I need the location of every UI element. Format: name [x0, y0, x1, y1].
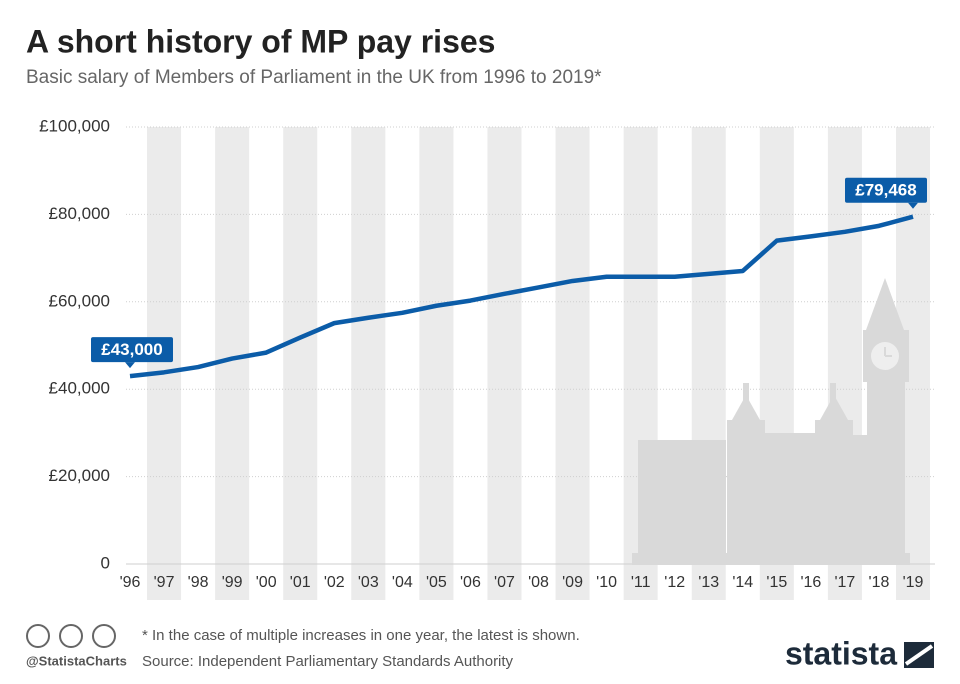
x-tick-label: '07 — [494, 574, 515, 591]
y-tick-label: £60,000 — [49, 291, 110, 310]
license-icons — [26, 624, 116, 648]
x-tick-label: '04 — [392, 574, 413, 591]
x-tick-label: '00 — [256, 574, 277, 591]
column-band — [351, 127, 386, 600]
value-label: £79,468 — [855, 181, 916, 200]
value-label-box — [91, 337, 173, 363]
y-tick-label: 0 — [101, 553, 110, 572]
x-tick-label: '15 — [766, 574, 787, 591]
y-tick-label: £80,000 — [49, 204, 110, 223]
x-tick-label: '05 — [426, 574, 447, 591]
x-tick-label: '97 — [154, 574, 175, 591]
value-label-pointer — [908, 202, 918, 209]
source: Source: Independent Parliamentary Standa… — [142, 653, 514, 670]
parliament-illustration — [632, 278, 910, 565]
y-tick-label: £20,000 — [49, 466, 110, 485]
x-tick-label: '06 — [460, 574, 481, 591]
x-tick-label: '03 — [358, 574, 379, 591]
column-band — [419, 127, 454, 600]
column-band — [555, 127, 590, 600]
line — [129, 214, 914, 379]
x-tick-label: '18 — [869, 574, 890, 591]
x-tick-label: '19 — [903, 574, 924, 591]
y-tick-label: £40,000 — [49, 379, 110, 398]
x-tick-label: '12 — [664, 574, 685, 591]
x-tick-label: '08 — [528, 574, 549, 591]
column-band — [283, 127, 318, 600]
x-tick-label: '17 — [834, 574, 855, 591]
x-tick-label: '99 — [222, 574, 243, 591]
value-label-pointer — [125, 362, 135, 369]
x-tick-label: '09 — [562, 574, 583, 591]
column-band — [487, 127, 522, 600]
x-tick-label: '16 — [800, 574, 821, 591]
x-tick-label: '11 — [631, 574, 651, 591]
chart-subtitle: Basic salary of Members of Parliament in… — [26, 67, 602, 88]
chart-title: A short history of MP pay rises — [26, 23, 495, 59]
x-tick-label: '13 — [698, 574, 719, 591]
brand-icon — [904, 642, 934, 668]
brand-logo: statista — [785, 635, 897, 671]
handle: @StatistaCharts — [26, 653, 127, 668]
column-band — [147, 127, 182, 600]
x-tick-label: '96 — [120, 574, 141, 591]
x-tick-label: '98 — [188, 574, 209, 591]
value-label-box — [845, 177, 927, 203]
x-tick-label: '01 — [290, 574, 311, 591]
x-tick-label: '02 — [324, 574, 345, 591]
x-tick-label: '14 — [732, 574, 753, 591]
x-tick-label: '10 — [596, 574, 617, 591]
plot: '96 '97 '98 '99 '00 '01 '02 '03 '04 '05 '06 '07 '08 '… — [39, 116, 927, 591]
y-tick-label: £100,000 — [39, 116, 110, 135]
footnote: * In the case of multiple increases in o… — [142, 627, 580, 644]
value-label: £43,000 — [101, 340, 162, 359]
